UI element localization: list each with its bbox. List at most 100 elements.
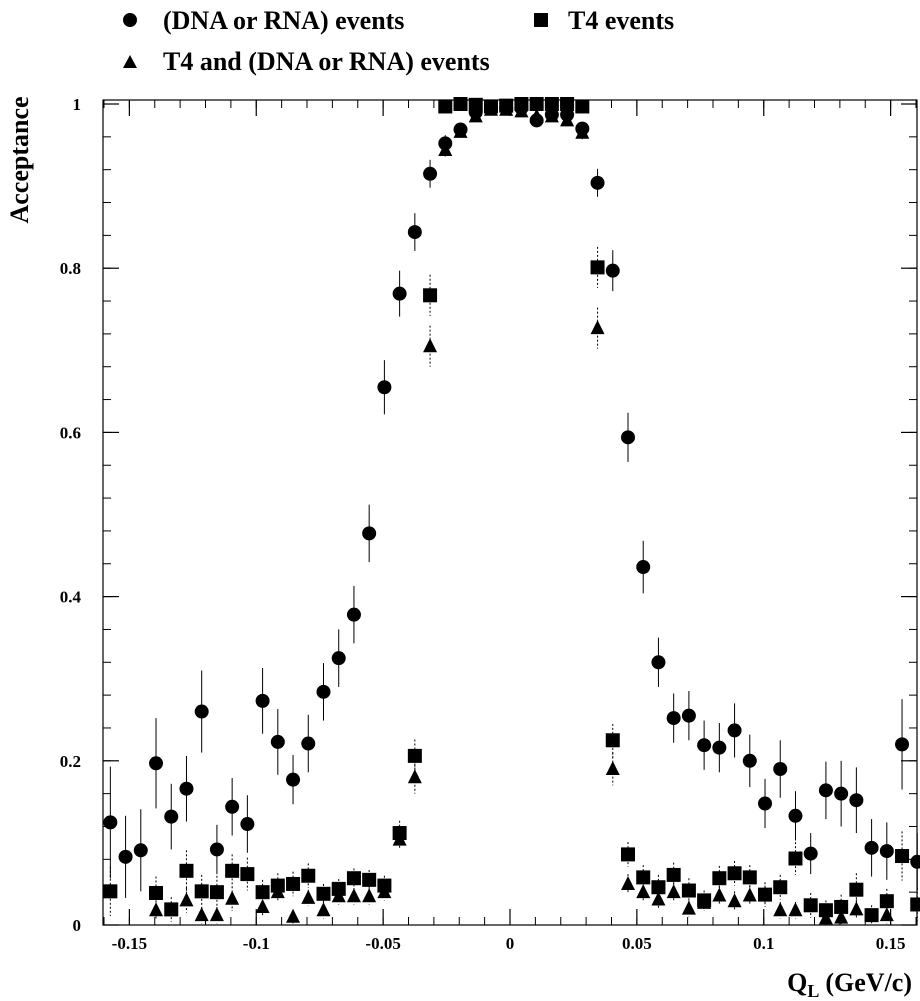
data-point-square bbox=[895, 849, 910, 864]
data-point-circle bbox=[316, 684, 331, 699]
y-axis: 0 0.2 0.4 0.6 0.8 1 bbox=[60, 95, 917, 935]
plot-frame bbox=[102, 99, 918, 926]
data-point-square bbox=[438, 99, 453, 114]
data-point-square bbox=[560, 97, 575, 111]
data-point-triangle bbox=[697, 894, 712, 909]
data-point-triangle bbox=[560, 112, 575, 127]
x-tick-label: -0.1 bbox=[243, 934, 270, 953]
data-point-square bbox=[286, 876, 301, 891]
data-point-square bbox=[225, 863, 240, 878]
data-point-triangle bbox=[742, 887, 757, 902]
data-point-circle bbox=[392, 286, 407, 301]
data-point-square bbox=[681, 883, 696, 898]
data-point-triangle bbox=[590, 320, 605, 335]
data-point-circle bbox=[697, 738, 712, 753]
data-point-triangle bbox=[834, 909, 849, 924]
x-axis-title-symbol: Q bbox=[787, 968, 807, 997]
data-point-triangle bbox=[788, 902, 803, 917]
data-point-square bbox=[423, 288, 438, 303]
data-point-circle bbox=[849, 793, 864, 808]
data-point-square bbox=[788, 851, 803, 866]
data-point-square bbox=[240, 867, 255, 882]
data-point-triangle bbox=[544, 108, 559, 123]
data-point-triangle bbox=[666, 884, 681, 899]
data-point-circle bbox=[164, 809, 179, 824]
data-point-square bbox=[620, 847, 635, 862]
data-point-triangle bbox=[392, 831, 407, 846]
data-point-circle bbox=[301, 736, 316, 751]
x-axis-title: QL (GeV/c) bbox=[787, 968, 912, 1001]
data-point-triangle bbox=[605, 761, 620, 776]
x-tick-label: 0.1 bbox=[753, 934, 774, 953]
data-point-triangle bbox=[636, 884, 651, 899]
data-point-triangle bbox=[453, 123, 468, 138]
data-point-triangle bbox=[879, 907, 894, 922]
data-point-triangle bbox=[727, 893, 742, 908]
data-point-circle bbox=[834, 786, 849, 801]
y-tick-label: 0.6 bbox=[60, 423, 81, 442]
x-axis-title-subscript: L bbox=[807, 981, 819, 1001]
data-point-square bbox=[103, 884, 118, 899]
data-point-square bbox=[742, 870, 757, 885]
data-point-triangle bbox=[620, 875, 635, 890]
data-point-square bbox=[149, 885, 164, 900]
data-point-circle bbox=[590, 175, 605, 190]
data-point-triangle bbox=[712, 887, 727, 902]
legend-marker-circle bbox=[123, 13, 137, 27]
data-point-circle bbox=[331, 651, 346, 666]
data-point-circle bbox=[194, 704, 209, 719]
data-point-circle bbox=[362, 526, 377, 541]
data-point-triangle bbox=[331, 888, 346, 903]
data-point-square bbox=[362, 872, 377, 887]
series-circle bbox=[103, 101, 920, 898]
data-point-triangle bbox=[514, 103, 529, 118]
data-point-circle bbox=[118, 849, 133, 864]
series-square bbox=[103, 97, 920, 925]
data-point-circle bbox=[209, 842, 224, 857]
data-point-triangle bbox=[255, 898, 270, 913]
data-point-square bbox=[179, 863, 194, 878]
data-point-square bbox=[590, 260, 605, 275]
data-point-square bbox=[636, 870, 651, 885]
data-point-circle bbox=[712, 740, 727, 755]
data-point-square bbox=[803, 898, 818, 913]
x-tick-label: 0.15 bbox=[876, 934, 906, 953]
data-point-triangle bbox=[407, 769, 422, 784]
x-tick-label: -0.05 bbox=[365, 934, 400, 953]
data-point-triangle bbox=[529, 108, 544, 123]
data-point-circle bbox=[377, 380, 392, 395]
data-point-square bbox=[346, 871, 361, 886]
data-point-square bbox=[209, 885, 224, 900]
data-point-square bbox=[407, 748, 422, 763]
data-point-circle bbox=[346, 607, 361, 622]
data-point-triangle bbox=[423, 338, 438, 353]
data-point-triangle bbox=[377, 884, 392, 899]
data-point-circle bbox=[225, 799, 240, 814]
data-point-triangle bbox=[849, 901, 864, 916]
data-point-circle bbox=[773, 762, 788, 777]
data-point-square bbox=[864, 908, 879, 923]
data-point-triangle bbox=[499, 101, 514, 116]
data-point-circle bbox=[879, 844, 894, 859]
data-point-square bbox=[194, 884, 209, 899]
data-point-square bbox=[727, 866, 742, 881]
data-point-circle bbox=[742, 753, 757, 768]
data-point-square bbox=[910, 897, 920, 912]
data-point-circle bbox=[270, 734, 285, 749]
data-point-triangle bbox=[286, 908, 301, 923]
data-point-circle bbox=[864, 840, 879, 855]
data-point-triangle bbox=[483, 101, 498, 116]
data-point-triangle bbox=[316, 902, 331, 917]
data-point-circle bbox=[620, 430, 635, 445]
data-point-circle bbox=[681, 708, 696, 723]
data-point-circle bbox=[727, 723, 742, 738]
data-point-square bbox=[164, 902, 179, 917]
data-point-circle bbox=[758, 796, 773, 811]
data-point-triangle bbox=[270, 884, 285, 899]
legend-marker-triangle bbox=[123, 55, 137, 68]
data-point-triangle bbox=[209, 907, 224, 922]
data-point-circle bbox=[149, 756, 164, 771]
data-point-triangle bbox=[468, 108, 483, 123]
data-point-circle bbox=[666, 711, 681, 726]
data-point-square bbox=[453, 97, 468, 111]
